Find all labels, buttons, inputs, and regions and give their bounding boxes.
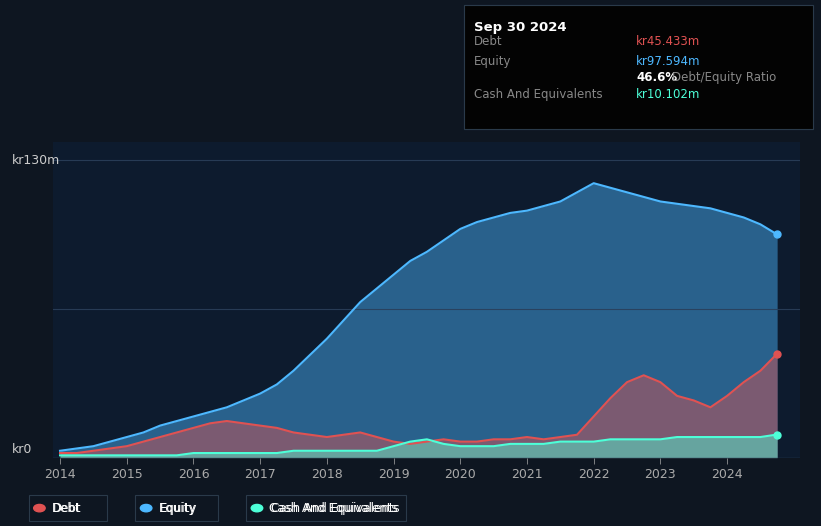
Text: Debt: Debt bbox=[474, 35, 502, 48]
Text: kr0: kr0 bbox=[12, 443, 33, 456]
Text: Debt/Equity Ratio: Debt/Equity Ratio bbox=[672, 71, 777, 84]
Text: Equity: Equity bbox=[474, 55, 511, 68]
Text: Sep 30 2024: Sep 30 2024 bbox=[474, 21, 566, 34]
Text: Cash And Equivalents: Cash And Equivalents bbox=[269, 502, 398, 514]
Text: Equity: Equity bbox=[160, 502, 198, 514]
Text: 46.6%: 46.6% bbox=[636, 71, 677, 84]
Text: kr130m: kr130m bbox=[12, 154, 61, 167]
Text: kr97.594m: kr97.594m bbox=[636, 55, 701, 68]
Text: Cash And Equivalents: Cash And Equivalents bbox=[271, 502, 400, 514]
Text: Debt: Debt bbox=[52, 502, 80, 514]
Text: kr10.102m: kr10.102m bbox=[636, 88, 700, 102]
Text: Cash And Equivalents: Cash And Equivalents bbox=[474, 88, 603, 102]
Text: kr45.433m: kr45.433m bbox=[636, 35, 700, 48]
Text: Equity: Equity bbox=[158, 502, 196, 514]
Text: Debt: Debt bbox=[53, 502, 82, 514]
